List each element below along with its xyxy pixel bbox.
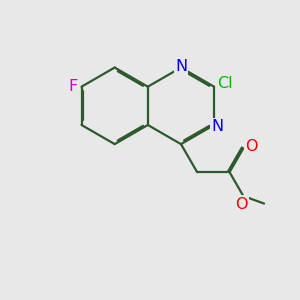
Text: O: O bbox=[245, 139, 258, 154]
Text: Cl: Cl bbox=[218, 76, 233, 91]
Text: N: N bbox=[211, 119, 223, 134]
Text: F: F bbox=[68, 79, 77, 94]
Text: O: O bbox=[236, 197, 248, 212]
Text: N: N bbox=[175, 58, 187, 74]
